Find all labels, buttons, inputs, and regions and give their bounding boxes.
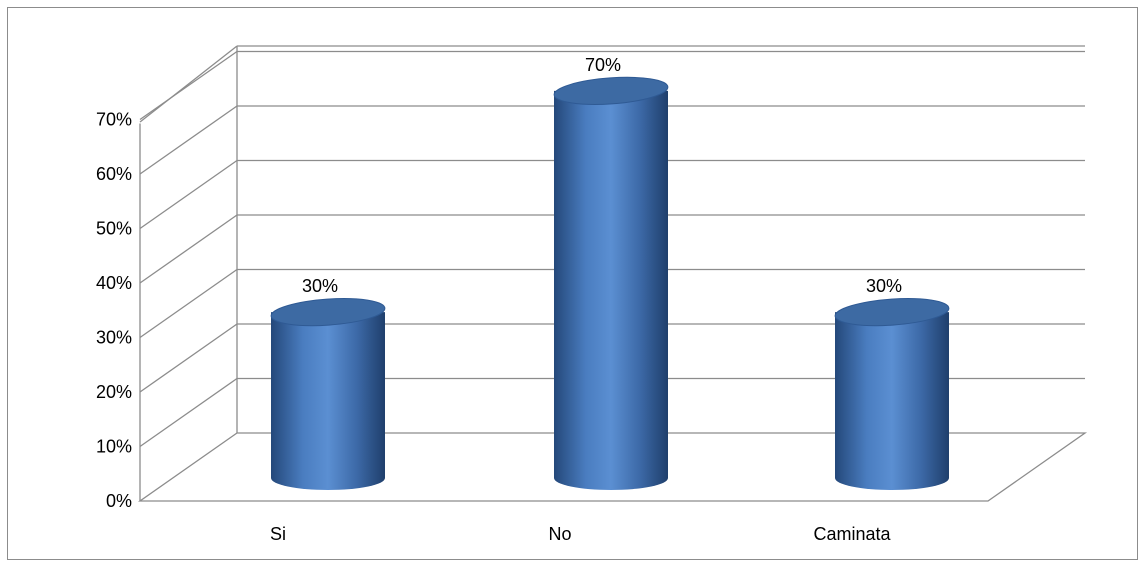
y-tick-label: 60% — [96, 164, 132, 184]
gridline-diagonal — [139, 268, 238, 339]
chart-floor — [137, 432, 1088, 502]
bar-no — [553, 76, 669, 491]
y-tick-label: 70% — [96, 110, 132, 130]
bar-si — [270, 298, 386, 490]
y-axis-ticks: 0% 10% 20% 30% 40% 50% 60% 70% — [96, 110, 132, 512]
gridline-diagonal — [139, 105, 238, 175]
bar-caminata — [834, 298, 950, 490]
y-tick-label: 40% — [96, 273, 132, 293]
bar-top — [834, 298, 950, 327]
data-label: 30% — [302, 276, 338, 296]
bar-body — [835, 312, 949, 490]
x-category-label: Caminata — [813, 524, 891, 544]
gridline-diagonal — [139, 159, 238, 230]
gridline-diagonal — [139, 50, 238, 121]
bar-body — [554, 90, 668, 491]
data-label: 30% — [866, 276, 902, 296]
y-tick-label: 50% — [96, 219, 132, 239]
gridline-diagonal — [139, 323, 238, 393]
chart-plot: 0% 10% 20% 30% 40% 50% 60% 70% 30% 70% 30% Si No Ca… — [96, 45, 1088, 544]
gridline-diagonal — [139, 214, 238, 284]
x-axis-categories: Si No Caminata — [270, 524, 892, 544]
bar-body — [271, 312, 385, 490]
y-tick-label: 10% — [96, 437, 132, 457]
bar-top — [553, 76, 669, 105]
gridline-diagonal — [139, 377, 238, 448]
data-labels: 30% 70% 30% — [302, 55, 902, 296]
bars — [270, 76, 950, 491]
y-tick-label: 0% — [106, 491, 132, 511]
x-category-label: No — [548, 524, 571, 544]
data-label: 70% — [585, 55, 621, 75]
wall-top-diagonal — [139, 45, 238, 123]
chart-frame: 0% 10% 20% 30% 40% 50% 60% 70% 30% 70% 30% Si No Ca… — [7, 7, 1138, 560]
y-tick-label: 20% — [96, 382, 132, 402]
y-tick-label: 30% — [96, 328, 132, 348]
bar-top — [270, 298, 386, 327]
x-category-label: Si — [270, 524, 286, 544]
